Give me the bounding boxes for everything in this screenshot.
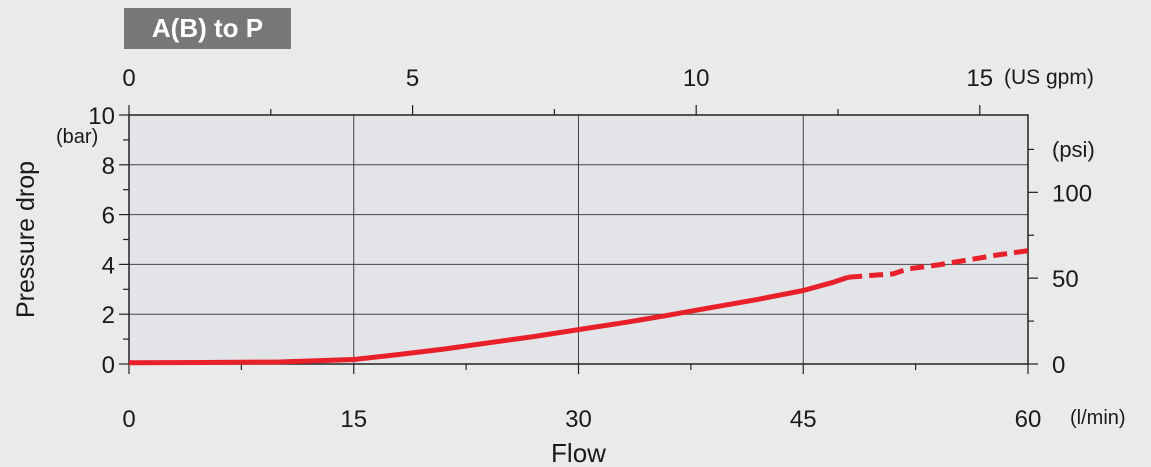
y-tick-label: 10 [88, 103, 115, 130]
x-tick-label: 30 [565, 406, 592, 433]
x-unit-label: (l/min) [1070, 407, 1126, 429]
top-unit-label: (US gpm) [1004, 66, 1094, 89]
right-tick-label: 0 [1052, 352, 1065, 379]
top-tick-label: 5 [406, 65, 419, 92]
right-unit-label: (psi) [1052, 137, 1095, 162]
right-tick-label: 50 [1052, 266, 1079, 293]
y-tick-label: 4 [102, 252, 115, 279]
x-tick-label: 45 [790, 406, 817, 433]
x-tick-label: 60 [1015, 406, 1042, 433]
y-tick-label: 6 [102, 203, 115, 230]
top-tick-label: 15 [966, 65, 993, 92]
y-tick-label: 2 [102, 302, 115, 329]
right-tick-label: 100 [1052, 180, 1092, 207]
top-tick-label: 10 [683, 65, 710, 92]
chart-title: A(B) to P [124, 8, 291, 49]
top-tick-label: 0 [122, 65, 135, 92]
y-tick-label: 8 [102, 153, 115, 180]
y-axis-title: Pressure drop [12, 161, 40, 318]
y-unit-label: (bar) [56, 126, 98, 148]
y-tick-label: 0 [102, 352, 115, 379]
series-line-solid [128, 274, 849, 366]
x-tick-label: 0 [122, 406, 135, 433]
x-axis-title: Flow [551, 438, 606, 467]
series-line-dashed [848, 248, 1029, 280]
x-tick-label: 15 [340, 406, 367, 433]
